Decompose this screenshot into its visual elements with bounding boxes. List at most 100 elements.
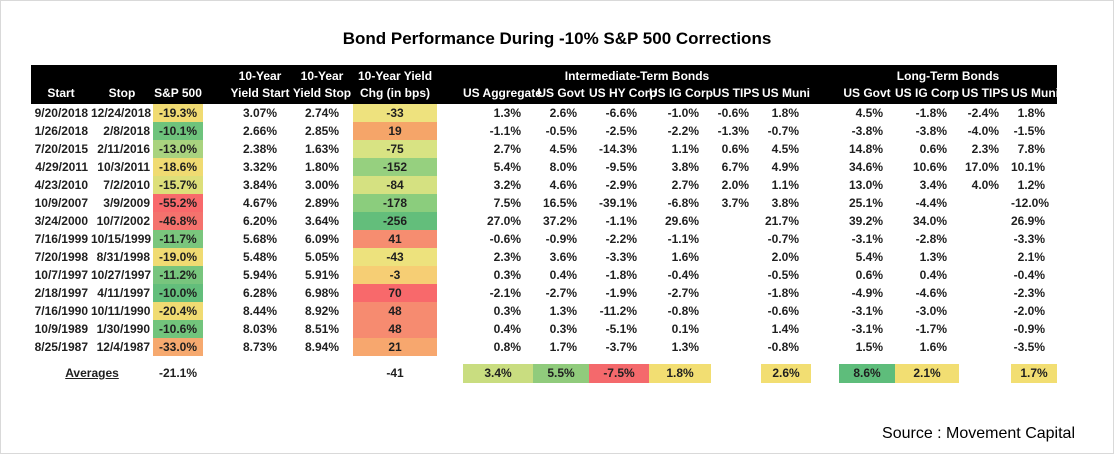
cell-yield-chg: -84	[353, 176, 437, 194]
cell-sp500: -13.0%	[153, 140, 203, 158]
col-header-int-us-hy-corp: US HY Corp	[589, 86, 657, 100]
cell-lt-us-govt: -4.9%	[851, 286, 883, 300]
cell-yield-stop: 6.09%	[304, 232, 340, 246]
cell-int-us-ig-corp: 1.6%	[671, 250, 699, 264]
table-row: 3/24/2000 10/7/2002 -46.8% 6.20% 3.64% -256 27…	[31, 212, 1057, 230]
group-header-yield-stop: 10-Year	[300, 69, 344, 83]
group-header-yield-start: 10-Year	[238, 69, 282, 83]
col-header-yield-start: Yield Start	[230, 86, 290, 100]
cell-yield-chg: 48	[353, 302, 437, 320]
cell-lt-us-ig-corp: 1.3%	[919, 250, 947, 264]
cell-yield-stop: 2.74%	[304, 106, 340, 120]
cell-lt-us-muni: 2.1%	[1017, 250, 1045, 264]
cell-start: 4/29/2011	[35, 160, 88, 174]
col-header-int-us-ig-corp: US IG Corp	[649, 86, 714, 100]
cell-yield-stop: 1.63%	[304, 142, 340, 156]
cell-int-us-aggregate: -2.1%	[489, 286, 521, 300]
cell-yield-start: 3.07%	[242, 106, 278, 120]
cell-start: 4/23/2010	[34, 178, 88, 192]
cell-int-us-govt: 2.6%	[549, 106, 577, 120]
cell-stop: 7/2/2010	[103, 178, 150, 192]
cell-yield-chg: -256	[353, 212, 437, 230]
cell-start: 7/20/1998	[34, 250, 88, 264]
cell-yield-chg: -152	[353, 158, 437, 176]
col-gap	[203, 364, 229, 383]
cell-yield-stop: 3.64%	[304, 214, 340, 228]
cell-int-us-muni: 1.8%	[771, 106, 799, 120]
avg-yield-start	[229, 364, 291, 383]
col-header-lt-us-muni: US Muni	[1011, 86, 1059, 100]
cell-sp500: -55.2%	[153, 194, 203, 212]
cell-yield-chg: -3	[353, 266, 437, 284]
cell-start: 1/26/2018	[34, 124, 88, 138]
cell-start: 2/18/1997	[34, 286, 88, 300]
cell-int-us-govt: -0.9%	[545, 232, 577, 246]
cell-int-us-aggregate: 2.7%	[493, 142, 521, 156]
col-gap	[437, 158, 463, 176]
col-gap	[437, 266, 463, 284]
cell-lt-us-ig-corp: -3.0%	[915, 304, 947, 318]
cell-yield-stop: 8.94%	[304, 340, 340, 354]
avg-lt-us-govt: 8.6%	[839, 364, 895, 383]
cell-stop: 12/4/1987	[96, 340, 150, 354]
col-gap	[437, 320, 463, 338]
table-body: 9/20/2018 12/24/2018 -19.3% 3.07% 2.74% -33 1.…	[31, 104, 1057, 356]
avg-yield-chg: -41	[386, 366, 404, 380]
source-text: Source : Movement Capital	[882, 425, 1075, 442]
col-gap	[437, 176, 463, 194]
cell-stop: 8/31/1998	[96, 250, 150, 264]
cell-int-us-hy-corp: -3.3%	[605, 250, 637, 264]
cell-int-us-ig-corp: -6.8%	[667, 196, 699, 210]
col-gap	[203, 158, 229, 176]
cell-lt-us-tips: -2.4%	[967, 106, 999, 120]
cell-yield-chg: 19	[353, 122, 437, 140]
cell-lt-us-tips: 4.0%	[971, 178, 999, 192]
cell-yield-start: 5.68%	[242, 232, 278, 246]
cell-int-us-hy-corp: -14.3%	[598, 142, 637, 156]
cell-int-us-govt: 1.7%	[549, 340, 577, 354]
cell-int-us-tips: -0.6%	[717, 106, 749, 120]
col-header-yield-stop: Yield Stop	[292, 86, 352, 100]
cell-int-us-aggregate: 5.4%	[493, 160, 521, 174]
cell-lt-us-tips	[959, 194, 1011, 212]
avg-int-us-tips	[711, 364, 761, 383]
group-header-yield-chg: 10-Year Yield	[357, 69, 433, 83]
cell-int-us-hy-corp: -3.7%	[605, 340, 637, 354]
cell-yield-stop: 2.89%	[304, 196, 340, 210]
col-gap	[203, 320, 229, 338]
cell-lt-us-tips	[959, 302, 1011, 320]
table-row: 7/16/1999 10/15/1999 -11.7% 5.68% 6.09% 41 -0.…	[31, 230, 1057, 248]
col-gap	[203, 176, 229, 194]
cell-lt-us-tips: -4.0%	[967, 124, 999, 138]
cell-int-us-muni: -0.6%	[767, 304, 799, 318]
cell-lt-us-tips: 17.0%	[964, 160, 999, 174]
table-row: 4/23/2010 7/2/2010 -15.7% 3.84% 3.00% -84 3.2%…	[31, 176, 1057, 194]
cell-int-us-ig-corp: -2.2%	[667, 124, 699, 138]
group-header-long-term-bonds: Long-Term Bonds	[896, 69, 1000, 83]
cell-yield-start: 3.84%	[242, 178, 278, 192]
col-gap	[437, 194, 463, 212]
col-gap	[811, 364, 839, 383]
col-header-lt-us-ig-corp: US IG Corp	[895, 86, 960, 100]
cell-stop: 2/8/2018	[103, 124, 150, 138]
cell-int-us-aggregate: -1.1%	[489, 124, 521, 138]
cell-int-us-tips	[711, 338, 761, 356]
cell-lt-us-muni: -3.3%	[1013, 232, 1045, 246]
cell-lt-us-govt: -3.1%	[851, 322, 883, 336]
table-row: 7/20/2015 2/11/2016 -13.0% 2.38% 1.63% -75 2.7…	[31, 140, 1057, 158]
cell-lt-us-ig-corp: -1.7%	[915, 322, 947, 336]
cell-int-us-ig-corp: -0.8%	[667, 304, 699, 318]
cell-yield-start: 5.94%	[242, 268, 278, 282]
cell-int-us-muni: 21.7%	[764, 214, 799, 228]
cell-int-us-govt: -2.7%	[545, 286, 577, 300]
cell-int-us-govt: 16.5%	[542, 196, 577, 210]
col-gap	[811, 122, 839, 140]
cell-int-us-tips	[711, 320, 761, 338]
cell-lt-us-ig-corp: 1.6%	[919, 340, 947, 354]
cell-lt-us-govt: 39.2%	[848, 214, 883, 228]
cell-lt-us-ig-corp: 3.4%	[919, 178, 947, 192]
col-header-start: Start	[47, 86, 75, 100]
cell-yield-start: 6.28%	[242, 286, 278, 300]
cell-int-us-hy-corp: -2.5%	[605, 124, 637, 138]
cell-stop: 12/24/2018	[91, 106, 152, 120]
